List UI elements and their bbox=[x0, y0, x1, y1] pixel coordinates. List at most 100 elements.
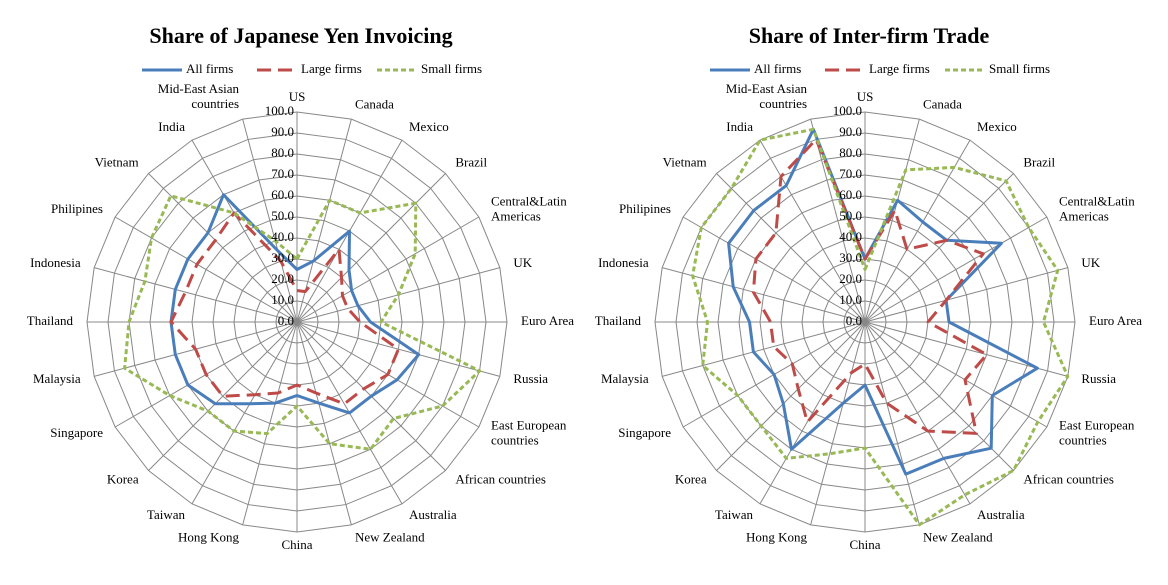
category-label: Malaysia bbox=[33, 371, 81, 386]
series-line bbox=[169, 193, 421, 415]
chart-title: Share of Japanese Yen Invoicing bbox=[149, 23, 452, 48]
category-label: Thailand bbox=[595, 313, 642, 328]
category-label: Euro Area bbox=[1089, 313, 1142, 328]
spoke bbox=[191, 139, 298, 323]
legend-label: All firms bbox=[754, 61, 801, 76]
category-label: Russia bbox=[513, 371, 548, 386]
y-tick-label: 60.0 bbox=[839, 187, 862, 202]
category-label: East European countries bbox=[1059, 417, 1135, 447]
y-tick-label: 30.0 bbox=[271, 250, 294, 265]
legend-label: Large firms bbox=[869, 61, 930, 76]
series-line bbox=[123, 194, 482, 451]
spoke bbox=[191, 321, 298, 505]
category-label: Hong Kong bbox=[178, 529, 240, 544]
y-tick-label: 10.0 bbox=[839, 292, 862, 307]
category-label: Hong Kong bbox=[746, 529, 808, 544]
legend-label: Small firms bbox=[421, 61, 482, 76]
category-label: Vietnam bbox=[663, 155, 707, 170]
category-label: Mexico bbox=[409, 119, 449, 134]
category-label: Mid-East Asian countries bbox=[726, 81, 808, 111]
spoke bbox=[864, 321, 971, 505]
legend-label: All firms bbox=[186, 61, 233, 76]
spoke bbox=[148, 321, 298, 471]
category-label: Korea bbox=[675, 471, 707, 486]
category-label: Indonesia bbox=[30, 255, 81, 270]
series-line bbox=[691, 127, 1070, 527]
category-label: Philipines bbox=[619, 201, 671, 216]
spoke bbox=[810, 321, 866, 525]
y-tick-label: 70.0 bbox=[839, 166, 862, 181]
category-label: Taiwan bbox=[147, 507, 186, 522]
spoke bbox=[716, 321, 866, 471]
category-label: Euro Area bbox=[521, 313, 574, 328]
y-tick-label: 60.0 bbox=[271, 187, 294, 202]
y-tick-label: 80.0 bbox=[271, 145, 294, 160]
category-label: New Zealand bbox=[355, 529, 425, 544]
legend-label: Large firms bbox=[301, 61, 362, 76]
y-tick-label: 30.0 bbox=[839, 250, 862, 265]
category-label: Canada bbox=[355, 97, 394, 112]
y-tick-label: 40.0 bbox=[839, 229, 862, 244]
spoke bbox=[716, 173, 866, 323]
y-tick-label: 20.0 bbox=[839, 271, 862, 286]
category-label: China bbox=[849, 537, 880, 552]
category-label: Vietnam bbox=[95, 155, 139, 170]
category-label: US bbox=[289, 89, 306, 104]
category-label: Korea bbox=[107, 471, 139, 486]
spoke bbox=[242, 321, 298, 525]
category-label: India bbox=[158, 119, 185, 134]
legend-label: Small firms bbox=[989, 61, 1050, 76]
category-label: Singapore bbox=[618, 425, 671, 440]
category-label: Philipines bbox=[51, 201, 103, 216]
spoke bbox=[864, 321, 1014, 471]
spoke bbox=[682, 216, 866, 323]
category-label: Australia bbox=[977, 507, 1025, 522]
spoke bbox=[759, 139, 866, 323]
y-tick-label: 100.0 bbox=[833, 103, 862, 118]
spoke bbox=[864, 139, 971, 323]
category-label: African countries bbox=[455, 471, 546, 486]
category-label: Mid-East Asian countries bbox=[158, 81, 240, 111]
category-label: East European countries bbox=[491, 417, 567, 447]
spoke bbox=[148, 173, 298, 323]
y-tick-label: 0.0 bbox=[846, 313, 862, 328]
spoke bbox=[242, 119, 298, 323]
y-tick-label: 50.0 bbox=[839, 208, 862, 223]
spoke bbox=[296, 321, 352, 525]
chart-title: Share of Inter-firm Trade bbox=[749, 23, 990, 48]
category-label: Central&Latin Americas bbox=[1059, 193, 1135, 223]
spoke bbox=[864, 267, 1068, 323]
category-label: Thailand bbox=[27, 313, 74, 328]
spoke bbox=[864, 119, 920, 323]
category-label: African countries bbox=[1023, 471, 1114, 486]
category-label: Central&Latin Americas bbox=[491, 193, 567, 223]
spoke bbox=[864, 216, 1048, 323]
category-label: Australia bbox=[409, 507, 457, 522]
category-label: Canada bbox=[923, 97, 962, 112]
y-tick-label: 10.0 bbox=[271, 292, 294, 307]
category-label: Malaysia bbox=[601, 371, 649, 386]
series-line bbox=[751, 137, 989, 435]
spoke bbox=[296, 321, 500, 377]
series-line bbox=[727, 127, 1039, 476]
spoke bbox=[864, 321, 920, 525]
category-label: UK bbox=[513, 255, 532, 270]
spoke bbox=[759, 321, 866, 505]
category-label: Brazil bbox=[1023, 155, 1055, 170]
category-label: New Zealand bbox=[923, 529, 993, 544]
spoke bbox=[662, 321, 866, 377]
category-label: China bbox=[281, 537, 312, 552]
category-label: UK bbox=[1081, 255, 1100, 270]
y-tick-label: 70.0 bbox=[271, 166, 294, 181]
y-tick-label: 20.0 bbox=[271, 271, 294, 286]
series-line bbox=[169, 211, 400, 406]
category-label: Mexico bbox=[977, 119, 1017, 134]
spoke bbox=[864, 173, 1014, 323]
spoke bbox=[114, 216, 298, 323]
category-label: India bbox=[726, 119, 753, 134]
y-tick-label: 90.0 bbox=[839, 124, 862, 139]
spoke bbox=[662, 267, 866, 323]
category-label: Russia bbox=[1081, 371, 1116, 386]
category-label: Brazil bbox=[455, 155, 487, 170]
